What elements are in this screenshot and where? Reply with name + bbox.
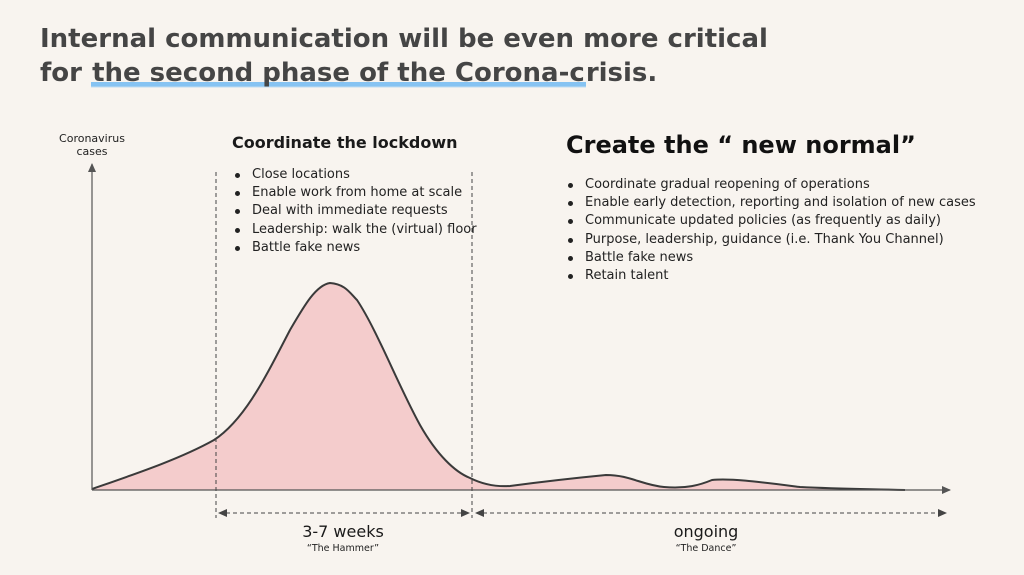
list-item: Enable early detection, reporting and is… (566, 194, 976, 212)
list-item: Communicate updated policies (as frequen… (566, 212, 976, 230)
list-item: Purpose, leadership, guidance (i.e. Than… (566, 231, 976, 249)
phase1-heading: Coordinate the lockdown (232, 133, 458, 152)
phase2-heading: Create the “ new normal” (566, 131, 916, 159)
title-line-2-suffix: risis. (585, 58, 658, 88)
dance-duration-label: ongoing “The Dance” (606, 522, 806, 556)
y-axis-label: Coronavirus cases (52, 132, 132, 158)
list-item: Leadership: walk the (virtual) floor (233, 221, 477, 239)
hammer-duration: 3-7 weeks (302, 522, 384, 541)
list-item: Battle fake news (566, 249, 976, 267)
slide-title: Internal communication will be even more… (40, 22, 768, 90)
curve-line (91, 281, 906, 491)
hammer-duration-label: 3-7 weeks “The Hammer” (243, 522, 443, 556)
y-axis-label-line-1: Coronavirus (59, 132, 125, 145)
phase1-bullet-list: Close locations Enable work from home at… (233, 166, 477, 257)
list-item: Battle fake news (233, 239, 477, 257)
curve-area (92, 283, 905, 490)
y-axis-label-line-2: cases (76, 145, 108, 158)
list-item: Deal with immediate requests (233, 202, 477, 220)
dance-duration: ongoing (673, 522, 739, 541)
list-item: Enable work from home at scale (233, 184, 477, 202)
list-item: Retain talent (566, 267, 976, 285)
title-line-2-prefix: for (40, 58, 92, 88)
dance-nickname: “The Dance” (675, 543, 737, 554)
title-line-1: Internal communication will be even more… (40, 24, 768, 54)
title-line-2: for the second phase of the Corona-crisi… (40, 56, 740, 90)
list-item: Coordinate gradual reopening of operatio… (566, 176, 976, 194)
list-item: Close locations (233, 166, 477, 184)
title-highlight: the second phase of the Corona-c (91, 58, 586, 88)
hammer-nickname: “The Hammer” (306, 543, 380, 554)
phase2-bullet-list: Coordinate gradual reopening of operatio… (566, 176, 976, 285)
